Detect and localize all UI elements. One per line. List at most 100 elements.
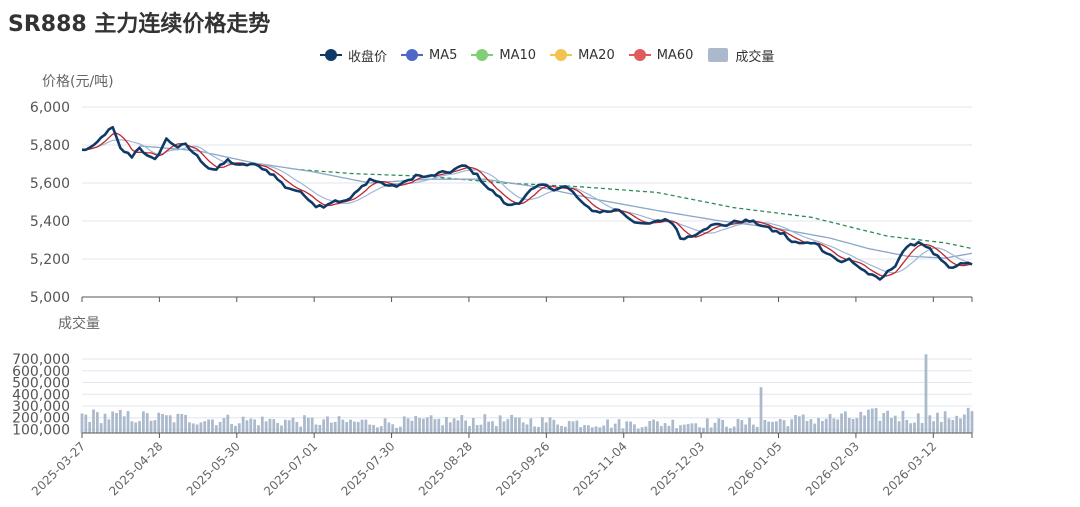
volume-bar: [709, 427, 713, 433]
legend-close-icon: [320, 48, 342, 62]
volume-bar: [556, 424, 560, 433]
volume-bar: [679, 425, 682, 433]
volume-bar: [736, 418, 740, 433]
volume-bar: [514, 417, 517, 433]
volume-bar: [245, 420, 249, 433]
volume-bar: [176, 413, 180, 433]
volume-bar: [809, 419, 813, 433]
legend-label: 收盘价: [348, 49, 388, 65]
legend-label: MA5: [429, 47, 458, 63]
volume-bar: [652, 419, 655, 433]
volume-tick-label: 100,000: [12, 422, 70, 438]
volume-bar: [122, 416, 126, 433]
volume-bar: [640, 427, 644, 433]
volume-bar: [947, 418, 951, 433]
volume-bar: [329, 422, 333, 433]
volume-bar: [387, 422, 391, 433]
legend-label: MA20: [578, 47, 615, 63]
volume-bar: [943, 411, 947, 433]
volume-bar: [456, 420, 460, 433]
volume-bar: [613, 423, 617, 433]
volume-bar: [230, 423, 233, 433]
volume-bar: [372, 424, 375, 433]
volume-bar: [552, 419, 556, 433]
volume-bar: [587, 425, 590, 433]
volume-bar: [479, 424, 483, 433]
volume-bar: [111, 411, 115, 433]
volume-bar: [126, 411, 130, 433]
volume-bar: [134, 422, 138, 433]
date-tick-label: 2026-02-03: [803, 439, 862, 498]
grid-lines: [82, 106, 972, 430]
chart-title: SR888 主力连续价格走势: [8, 12, 271, 37]
volume-bar: [916, 413, 920, 433]
legend-item-ma20[interactable]: MA20: [550, 48, 615, 63]
volume-bar: [203, 421, 207, 433]
legend-ma5-icon: [401, 48, 424, 62]
volume-bar: [751, 424, 755, 433]
volume-bar: [310, 417, 314, 433]
volume-bar: [951, 419, 955, 433]
volume-bar: [682, 424, 686, 433]
volume-bar: [801, 414, 805, 433]
volume-bar: [563, 426, 567, 433]
volume-bar: [763, 419, 767, 433]
volume-bar: [157, 412, 161, 433]
volume-bar: [544, 422, 548, 433]
legend-item-ma10[interactable]: MA10: [471, 48, 536, 63]
volume-bar: [510, 414, 514, 433]
volume-bar: [314, 424, 318, 433]
volume-bar: [617, 419, 621, 433]
volume-bar: [824, 418, 828, 433]
volume-bar: [828, 414, 832, 433]
volume-bar: [725, 426, 728, 433]
volume-bar: [502, 421, 506, 433]
volume-bar: [391, 424, 395, 433]
volume-bar: [333, 421, 337, 433]
volume-bar: [786, 426, 790, 433]
legend-item-volume[interactable]: 成交量: [707, 46, 774, 65]
volume-bar: [399, 426, 402, 433]
volume-bar: [448, 422, 452, 433]
volume-bar: [748, 417, 751, 433]
volume-bar: [506, 419, 510, 433]
volume-bar: [755, 426, 759, 433]
date-tick-label: 2025-04-28: [106, 439, 165, 498]
volume-bar: [92, 409, 95, 433]
volume-bar: [579, 427, 583, 433]
volume-bar: [318, 424, 322, 433]
ma20-line: [139, 145, 973, 259]
volume-bar: [713, 422, 717, 433]
volume-bar: [533, 426, 537, 433]
volume-bar: [425, 417, 429, 433]
price-tick-label: 5,800: [30, 138, 70, 154]
volume-tick-label: 500,000: [12, 376, 70, 392]
legend-item-ma5[interactable]: MA5: [401, 48, 457, 63]
volume-bar: [195, 424, 199, 433]
volume-bar: [406, 418, 410, 433]
legend-item-ma60[interactable]: MA60: [628, 48, 693, 63]
legend-ma20-icon: [550, 48, 573, 62]
volume-bar: [870, 408, 874, 433]
volume-bar: [821, 421, 824, 433]
volume-bar: [280, 425, 283, 433]
volume-bar: [767, 421, 771, 433]
volume-bar: [924, 354, 928, 433]
volume-bar: [445, 417, 448, 433]
date-tick-label: 2025-07-01: [261, 439, 320, 498]
volume-bar: [805, 420, 809, 433]
date-tick-label: 2026-01-05: [725, 439, 784, 498]
volume-bar: [525, 424, 529, 433]
volume-bar: [88, 421, 92, 433]
volume-bar: [95, 412, 99, 433]
volume-bar: [886, 410, 889, 433]
volume-bar: [487, 421, 491, 433]
legend-volume-icon: [707, 48, 729, 62]
legend-item-close[interactable]: 收盘价: [320, 46, 387, 65]
volume-bars: [80, 354, 974, 433]
volume-bar: [172, 422, 176, 433]
volume-bar: [686, 423, 690, 433]
volume-bar: [590, 427, 594, 433]
volume-bar: [287, 420, 291, 433]
